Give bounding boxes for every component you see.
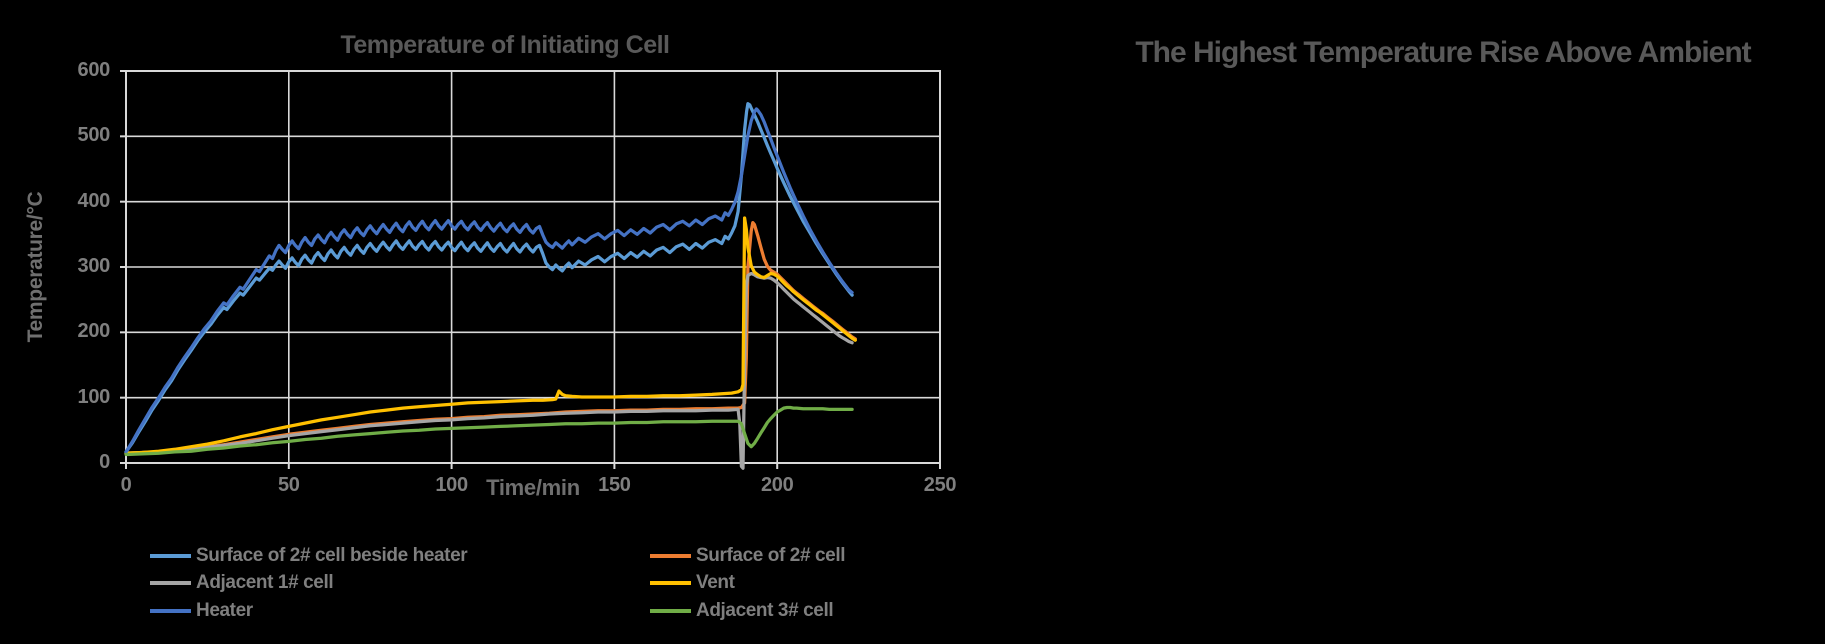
legend-item-vent: Vent bbox=[650, 572, 845, 594]
legend-label: Adjacent 3# cell bbox=[696, 599, 834, 621]
series-line-vent bbox=[124, 216, 857, 455]
series-line-adjacent-3-cell bbox=[124, 405, 854, 457]
x-tick-label-250: 250 bbox=[923, 474, 957, 496]
x-axis-title: Time/min bbox=[486, 475, 580, 500]
x-tick-label-100: 100 bbox=[435, 474, 468, 496]
x-tick-label-0: 0 bbox=[120, 474, 132, 496]
series-line-heater bbox=[124, 107, 854, 454]
y-tick-label-300: 300 bbox=[77, 255, 111, 277]
series-line-surface-of-2-cell-beside-heater bbox=[124, 102, 854, 454]
x-tick-label-50: 50 bbox=[277, 474, 300, 496]
y-tick-label-200: 200 bbox=[77, 320, 111, 343]
legend-item-heater: Heater bbox=[150, 600, 650, 622]
legend-swatch bbox=[150, 553, 191, 558]
left-chart-title: Temperature of Initiating Cell bbox=[340, 30, 670, 59]
x-tick-label-200: 200 bbox=[760, 474, 794, 496]
y-tick-label-100: 100 bbox=[77, 385, 111, 408]
chart-legend: Surface of 2# cell beside heater Adjacent… bbox=[150, 542, 846, 625]
legend-label: Vent bbox=[696, 572, 735, 594]
plot-area bbox=[120, 70, 941, 470]
legend-swatch bbox=[650, 608, 691, 613]
legend-label: Surface of 2# cell bbox=[696, 544, 846, 566]
y-tick-label-500: 500 bbox=[77, 124, 111, 147]
legend-item-surface-of-2-cell-beside-heater: Surface of 2# cell beside heater bbox=[150, 545, 650, 567]
x-tick-label-150: 150 bbox=[598, 474, 631, 496]
legend-label: Heater bbox=[196, 599, 253, 621]
legend-label: Surface of 2# cell beside heater bbox=[196, 544, 468, 566]
legend-item-adjacent-1-cell: Adjacent 1# cell bbox=[150, 572, 650, 594]
legend-item-adjacent-3-cell: Adjacent 3# cell bbox=[650, 600, 845, 622]
y-tick-label-0: 0 bbox=[99, 451, 110, 473]
legend-swatch bbox=[150, 581, 191, 586]
legend-label: Adjacent 1# cell bbox=[196, 572, 334, 594]
legend-swatch bbox=[150, 608, 191, 613]
y-tick-label-600: 600 bbox=[77, 59, 111, 81]
right-panel-title: The Highest Temperature Rise Above Ambie… bbox=[1135, 36, 1751, 70]
legend-swatch bbox=[650, 581, 691, 586]
legend-swatch bbox=[650, 553, 691, 558]
legend-item-surface-of-2-cell: Surface of 2# cell bbox=[650, 544, 846, 567]
series-line-adjacent-1-cell bbox=[124, 271, 854, 470]
y-tick-label-400: 400 bbox=[77, 189, 111, 212]
